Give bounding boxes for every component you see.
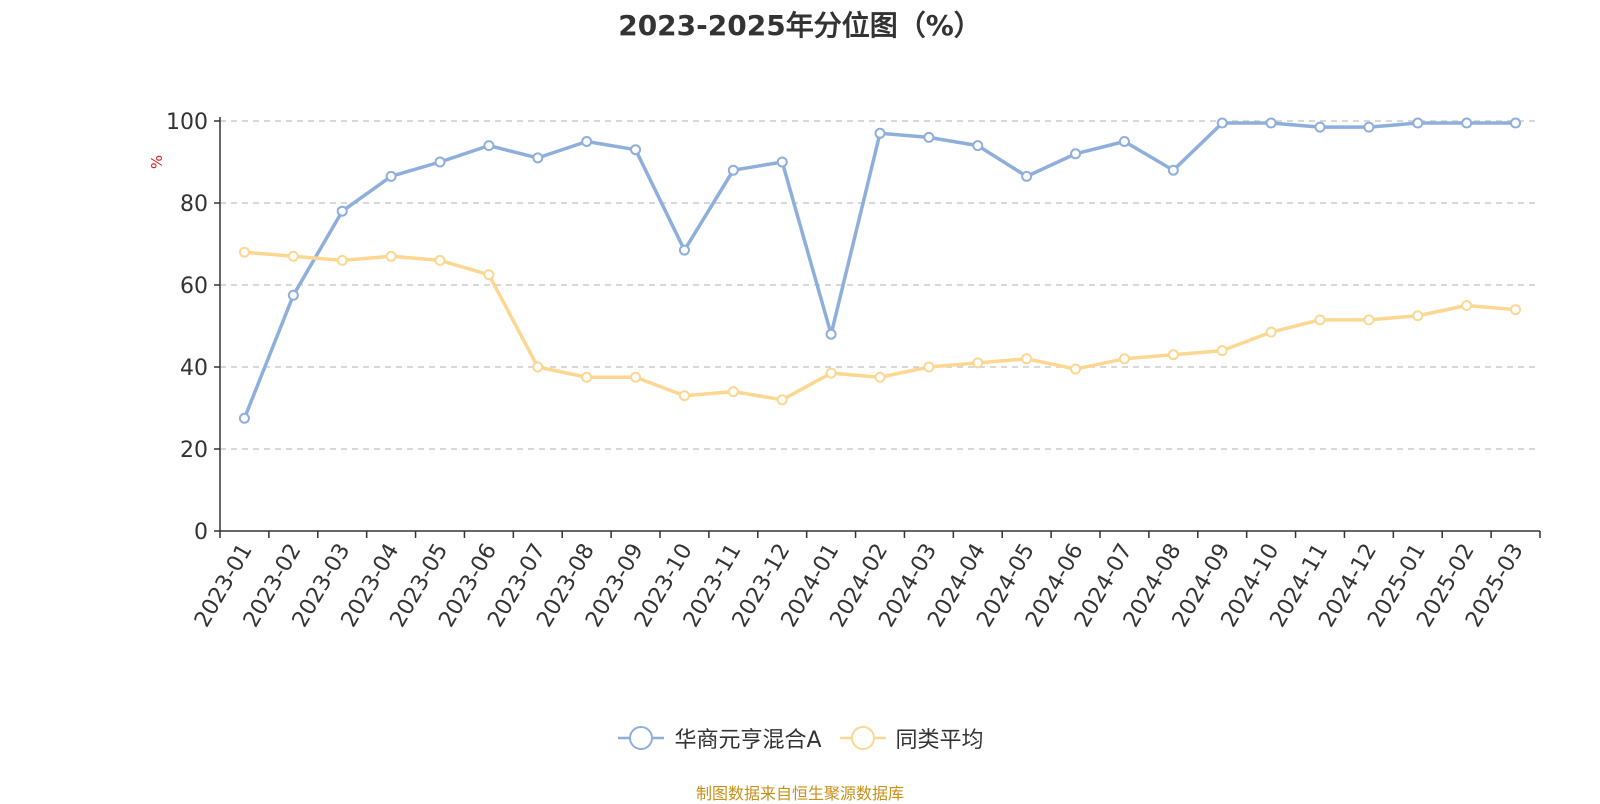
y-tick-label: 40 [180, 356, 208, 381]
data-point-2 [1412, 310, 1424, 322]
legend: 华商元亨混合A 同类平均 [0, 722, 1600, 758]
data-point-1 [483, 140, 495, 152]
source-note: 制图数据来自恒生聚源数据库 [695, 784, 904, 803]
legend-label: 华商元亨混合A [674, 728, 822, 753]
data-point-1 [678, 244, 690, 256]
data-point-2 [1118, 353, 1130, 365]
data-point-2 [385, 250, 397, 262]
data-point-1 [1021, 170, 1033, 182]
data-point-2 [287, 250, 299, 262]
data-point-2 [1363, 314, 1375, 326]
data-point-1 [1118, 136, 1130, 147]
data-point-2 [1510, 304, 1522, 316]
y-tick-label: 20 [180, 438, 208, 463]
data-point-1 [287, 289, 299, 301]
data-point-2 [776, 394, 788, 406]
data-point-1 [1314, 121, 1326, 133]
data-point-2 [238, 246, 250, 258]
data-point-1 [532, 152, 544, 164]
legend-swatch-icon [618, 726, 665, 750]
y-tick-label: 100 [166, 110, 208, 135]
data-point-2 [1167, 349, 1179, 361]
data-point-1 [1070, 148, 1082, 160]
series-lines [238, 117, 1522, 424]
data-point-1 [874, 127, 886, 139]
data-point-1 [1216, 117, 1228, 129]
legend-label: 同类平均 [895, 728, 984, 753]
data-point-1 [776, 156, 788, 168]
data-point-1 [434, 156, 446, 168]
data-point-2 [434, 254, 446, 266]
data-point-1 [630, 144, 642, 156]
data-point-2 [532, 361, 544, 373]
legend-swatch-icon [839, 726, 886, 750]
data-point-1 [825, 328, 837, 340]
chart-title: 2023-2025年分位图（%） [618, 9, 982, 42]
data-point-1 [1265, 117, 1277, 129]
grid-lines [220, 120, 1540, 450]
data-point-2 [581, 371, 593, 383]
data-point-2 [1265, 326, 1277, 338]
legend-item-1[interactable]: 华商元亨混合A [616, 722, 822, 754]
data-point-1 [238, 412, 250, 424]
data-point-2 [678, 390, 690, 402]
data-point-2 [972, 357, 984, 369]
y-tick-label: 60 [180, 274, 208, 299]
data-point-1 [581, 136, 593, 147]
y-axis-label: % [148, 155, 166, 169]
data-point-1 [1510, 117, 1522, 129]
data-point-2 [483, 269, 495, 281]
data-point-1 [727, 164, 739, 176]
data-point-1 [1461, 117, 1473, 129]
data-point-2 [1461, 300, 1473, 311]
data-point-1 [385, 170, 397, 182]
data-point-2 [336, 254, 348, 266]
data-point-2 [630, 371, 642, 383]
data-point-1 [1363, 121, 1375, 133]
data-point-2 [874, 371, 886, 383]
data-point-1 [1167, 164, 1179, 176]
data-point-2 [1070, 363, 1082, 375]
data-point-1 [1412, 117, 1424, 129]
data-point-2 [825, 367, 837, 379]
legend-item-2[interactable]: 同类平均 [838, 722, 984, 754]
data-point-2 [1021, 353, 1033, 365]
y-tick-label: 0 [194, 520, 208, 545]
data-point-2 [1314, 314, 1326, 326]
data-point-2 [923, 361, 935, 373]
data-point-1 [972, 140, 984, 152]
y-tick-label: 80 [180, 192, 208, 217]
data-point-2 [727, 386, 739, 398]
data-point-1 [336, 205, 348, 217]
data-point-2 [1216, 345, 1228, 357]
data-point-1 [923, 131, 935, 143]
